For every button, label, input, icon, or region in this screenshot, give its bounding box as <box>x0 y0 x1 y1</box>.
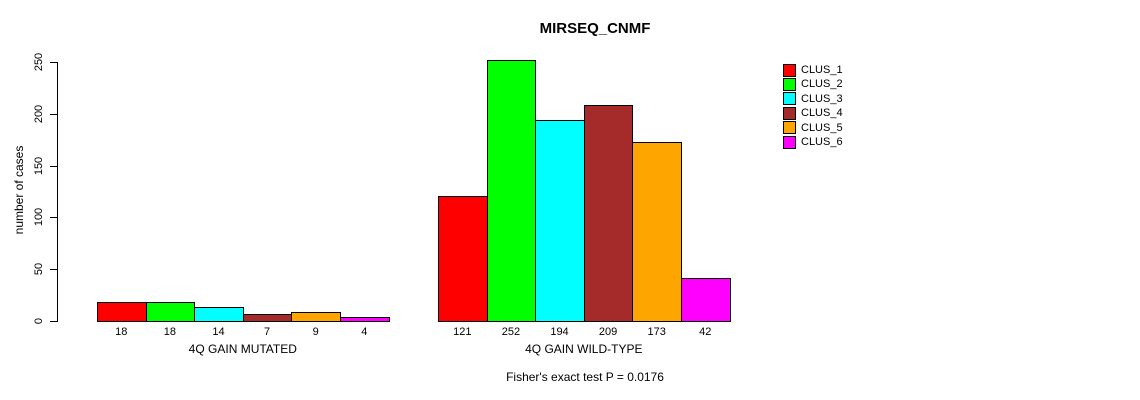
y-axis-line <box>57 62 58 322</box>
legend-item: CLUS_4 <box>783 106 843 120</box>
bar <box>145 302 196 322</box>
legend-item: CLUS_3 <box>783 92 843 106</box>
chart-title: MIRSEQ_CNMF <box>539 20 651 37</box>
y-axis-tick <box>50 217 57 219</box>
legend-item: CLUS_1 <box>783 63 843 77</box>
legend-swatch <box>783 92 796 106</box>
bar-value-label: 252 <box>501 326 521 338</box>
legend-item: CLUS_6 <box>783 135 843 149</box>
bar-value-label: 194 <box>550 326 569 338</box>
y-axis-tick <box>50 62 57 63</box>
bar <box>242 313 293 322</box>
y-axis-tick <box>50 165 57 167</box>
bar-value-label: 18 <box>115 326 128 338</box>
legend-label: CLUS_3 <box>801 92 843 105</box>
legend-label: CLUS_6 <box>801 136 843 148</box>
bar-value-label: 4 <box>361 326 368 338</box>
legend-swatch <box>783 135 796 149</box>
legend-label: CLUS_4 <box>801 107 843 120</box>
bar-value-label: 18 <box>163 326 177 338</box>
bar <box>291 311 341 322</box>
legend-label: CLUS_2 <box>801 78 843 91</box>
bar-value-label: 121 <box>453 326 472 338</box>
bar <box>194 306 244 322</box>
bar <box>438 195 488 322</box>
y-axis-tick <box>50 321 57 322</box>
y-axis-tick-label: 100 <box>33 208 45 227</box>
bar <box>486 59 537 322</box>
legend-swatch <box>783 121 796 135</box>
legend-swatch <box>783 63 796 77</box>
bar-value-label: 9 <box>312 326 319 338</box>
legend-swatch <box>783 77 796 91</box>
bar-value-label: 173 <box>647 326 666 338</box>
legend-label: CLUS_5 <box>801 121 843 134</box>
group-label: 4Q GAIN WILD-TYPE <box>525 342 643 356</box>
bar <box>97 302 147 322</box>
y-axis-tick-label: 50 <box>33 263 45 276</box>
y-axis-tick <box>50 113 57 115</box>
group-label: 4Q GAIN MUTATED <box>188 342 297 356</box>
bar <box>681 277 731 322</box>
bar-value-label: 42 <box>699 326 712 338</box>
bar <box>340 316 390 322</box>
legend-label: CLUS_1 <box>801 64 843 76</box>
legend-item: CLUS_2 <box>783 77 843 91</box>
y-axis-tick-label: 200 <box>33 104 45 123</box>
y-axis-tick <box>50 269 57 271</box>
bar <box>632 141 682 322</box>
bar-value-label: 7 <box>264 326 271 338</box>
fisher-test-annotation: Fisher's exact test P = 0.0176 <box>506 370 664 384</box>
y-axis-tick-label: 150 <box>33 156 45 175</box>
bar <box>583 104 634 322</box>
y-axis-title: number of cases <box>12 145 26 235</box>
y-axis-tick-label: 0 <box>33 317 45 325</box>
bar-value-label: 209 <box>598 326 618 338</box>
legend-swatch <box>783 106 796 120</box>
bar <box>535 120 585 322</box>
bar-value-label: 14 <box>212 326 225 338</box>
legend-item: CLUS_5 <box>783 121 843 135</box>
y-axis-tick-label: 250 <box>33 52 45 72</box>
